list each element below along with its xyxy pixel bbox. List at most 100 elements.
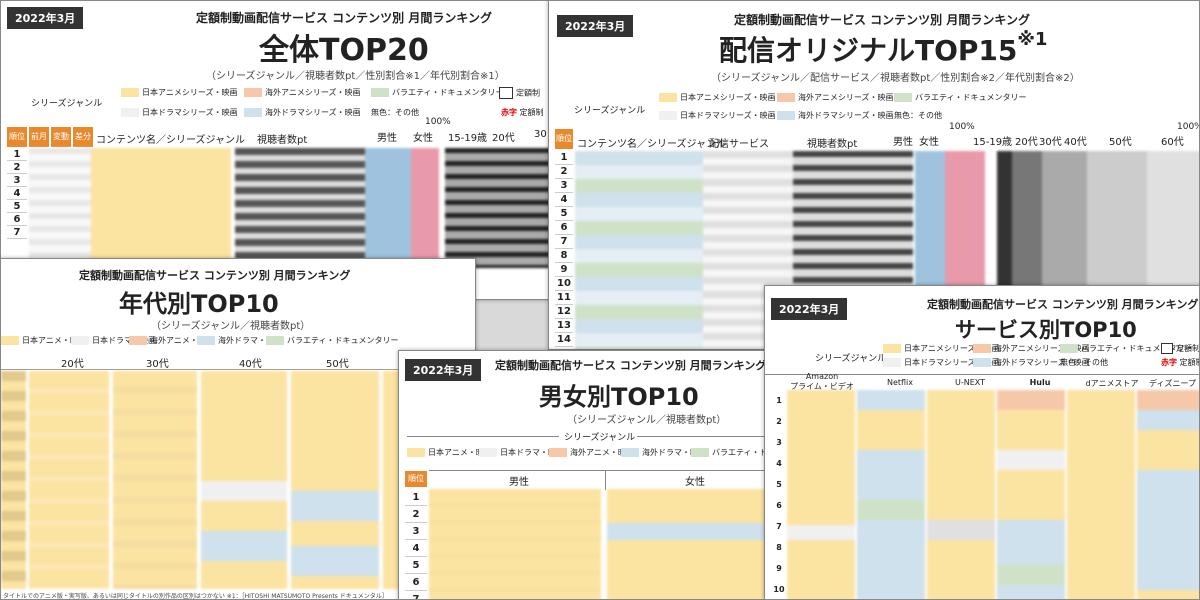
rank-cell: 5	[555, 207, 573, 221]
rank-cell: 9	[776, 564, 782, 573]
rank-cell: 3	[7, 174, 27, 187]
legend-anime-foreign: 海外アニメシリーズ・映画	[777, 92, 893, 103]
age-col-40s: 40代	[239, 359, 262, 370]
pct-header: 100%	[949, 122, 975, 132]
rank-cell: 1	[405, 489, 427, 506]
legend-drama-jp: 日本ドラマシリーズ・映画	[659, 110, 776, 121]
service-danime: dアニメストア	[1085, 379, 1139, 388]
age-50s-header: 50代	[1109, 137, 1132, 148]
panel-overall-top20: 2022年3月 定額制動画配信サービス コンテンツ別 月間ランキング 全体TOP…	[0, 0, 552, 300]
legend-drama-foreign: 海外ドラマシリーズ・映画	[244, 107, 361, 118]
age-col-30s: 30代	[146, 359, 169, 370]
subtitle: （シリーズジャンル／視聴者数pt）	[567, 415, 727, 426]
pct-header: 100%	[425, 117, 451, 127]
legend-drama-jp: 日本ドラマシリーズ・映画	[121, 107, 238, 118]
legend-box: 定額制	[1161, 343, 1199, 354]
female-header: 女性	[413, 133, 433, 144]
page-title: 年代別TOP10	[119, 290, 279, 318]
age-15-19-header: 15-19歳	[973, 137, 1013, 148]
rank-column: 1 2 3 4 5 6 7	[405, 489, 427, 599]
legend-drama-jp: 日本ドラマ・映画	[479, 447, 564, 458]
rank-cell: 6	[405, 574, 427, 591]
series-label: シリーズジャンル	[815, 354, 887, 364]
rank-cell: 4	[405, 540, 427, 557]
diff-header: 差分	[73, 127, 93, 147]
service-heading: 定額制動画配信サービス コンテンツ別 月間ランキング	[196, 11, 492, 25]
rank-cell: 1	[776, 396, 782, 405]
rank-cell: 5	[776, 480, 782, 489]
legend-anime-jp: 日本アニメシリーズ・映画	[659, 92, 775, 103]
legend-variety: バラエティ・ドキュメンタリー	[894, 92, 1027, 103]
female-header: 女性	[685, 477, 705, 488]
legend-variety: バラエティ・ドキュメンタリー	[691, 447, 775, 458]
rank-cell: 1	[555, 151, 573, 165]
rank-cell: 14	[555, 333, 573, 347]
prev-header: 前月	[29, 127, 49, 147]
page-title: 配信オリジナルTOP15※1	[719, 29, 1048, 67]
legend-anime-foreign: 海外アニメシリーズ・映画	[244, 87, 360, 98]
legend-drama-jp: 日本ドラマ・映画	[71, 335, 156, 346]
male-header: 男性	[509, 477, 529, 488]
rank-cell: 2	[776, 417, 782, 426]
date-badge: 2022年3月	[557, 15, 634, 37]
legend-box: 定額制	[499, 87, 540, 99]
series-label: シリーズジャンル	[574, 106, 646, 116]
rank-cell: 5	[7, 200, 27, 213]
legend-drama-foreign: 海外ドラマシリーズ・映画	[777, 110, 894, 121]
rank-cell: 7	[555, 235, 573, 249]
rank-cell: 10	[773, 585, 785, 594]
rank-cell: 2	[405, 506, 427, 523]
legend-other: 無色：その他	[894, 111, 942, 120]
rank-cell: 11	[555, 291, 573, 305]
male-header: 男性	[377, 133, 397, 144]
legend-anime-jp: 日本アニメ・映画	[1, 335, 86, 346]
service-table-body	[787, 390, 1199, 599]
service-header: 配信サービス	[709, 139, 769, 150]
female-header: 女性	[919, 137, 939, 148]
male-header: 男性	[893, 137, 913, 148]
page-title: サービス別TOP10	[955, 318, 1137, 342]
legend-other: 無色：その他	[1060, 358, 1108, 367]
rank-column: 1 2 3 4 5 6 7	[7, 148, 27, 239]
rank-header: 順位	[555, 129, 573, 149]
viewers-header: 視聴者数pt	[257, 135, 308, 146]
age-30s-header: 30	[534, 129, 547, 140]
age-30s-header: 30代	[1039, 137, 1062, 148]
age-40s-header: 40代	[1064, 137, 1087, 148]
content-header: コンテンツ名／シリーズジャンル	[577, 139, 726, 150]
age-col-20s: 20代	[61, 359, 84, 370]
series-label: シリーズジャンル	[31, 99, 103, 109]
subtitle: （シリーズジャンル／視聴者数pt）	[151, 321, 311, 332]
rank-column: 1 2 3 4 5 6 7 8 9 10 11 12 13 14	[555, 151, 573, 347]
legend-anime-jp: 日本アニメシリーズ・映画	[883, 343, 999, 354]
rank-cell: 12	[555, 305, 573, 319]
rank-cell: 2	[7, 161, 27, 174]
rank-cell: 7	[405, 591, 427, 599]
rank-cell: 9	[555, 263, 573, 277]
overall-table-body	[29, 148, 551, 268]
service-amazon: Amazon プライム・ビデオ	[790, 372, 854, 391]
age-60s-header: 60代	[1161, 137, 1184, 148]
rank-cell: 6	[7, 213, 27, 226]
pct2-header: 100%	[1177, 122, 1199, 132]
age-20s-header: 20代	[1015, 137, 1038, 148]
legend-variety: バラエティ・ドキュメンタリー	[266, 335, 399, 346]
rank-cell: 1	[7, 148, 27, 161]
panel-service-top10: 2022年3月 定額制動画配信サービス コンテンツ別 月間ランキング サービス別…	[764, 285, 1200, 600]
legend-anime-foreign: 海外アニメシリーズ・映画	[973, 343, 1089, 354]
legend-anime-foreign: 海外アニメ・映画	[129, 335, 214, 346]
service-heading: 定額制動画配信サービス コンテンツ別 月間ランキング	[927, 298, 1199, 311]
change-header: 変動	[51, 127, 71, 147]
subtitle: （シリーズジャンル／配信サービス／視聴者数pt／性別割合※2／年代別割合※2）	[711, 73, 1080, 84]
service-heading: 定額制動画配信サービス コンテンツ別 月間ランキング	[79, 269, 351, 282]
service-unext: U-NEXT	[954, 378, 985, 387]
gender-table-body	[429, 489, 775, 599]
series-label: シリーズジャンル	[564, 433, 636, 443]
rank-cell: 3	[405, 523, 427, 540]
legend-variety: バラエティ・ドキュメンタリー	[1060, 343, 1193, 354]
legend-anime-jp: 日本アニメ・映画	[407, 447, 492, 458]
legend-drama-foreign: 海外ドラマ・映画	[621, 447, 706, 458]
legend-drama-foreign: 海外ドラマ・映画	[197, 335, 282, 346]
age-20s-header: 20代	[492, 133, 515, 144]
date-badge: 2022年3月	[7, 7, 84, 29]
